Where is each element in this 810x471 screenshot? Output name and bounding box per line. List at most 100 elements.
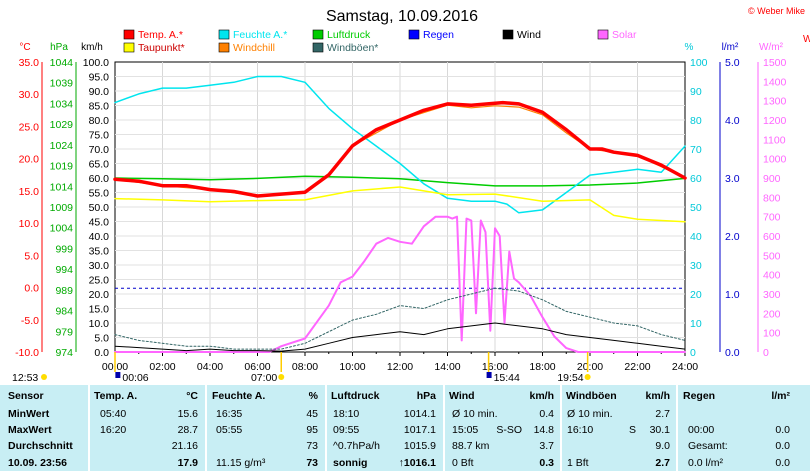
header-rain: Regen (683, 390, 716, 402)
rain-value: 0.0 (775, 424, 790, 436)
x-tick-label: 24:00 (672, 361, 698, 373)
header-gust-unit: km/h (645, 390, 670, 402)
sunrise-icon (278, 374, 285, 380)
wind-tick-label: 10.0 (89, 318, 110, 330)
column-separator (560, 385, 562, 471)
solar-tick-label: 900 (763, 173, 781, 185)
x-tick-label: 14:00 (434, 361, 460, 373)
solar-tick-label: 1200 (763, 115, 787, 127)
gust-time: 16:10 (567, 424, 594, 436)
humidity-value: 95 (306, 424, 318, 436)
rain-time: 00:00 (688, 424, 715, 436)
solar-tick-label: 100 (763, 328, 781, 340)
wind-tick-label: 20.0 (89, 289, 110, 301)
temp-tick-label: 0.0 (24, 283, 39, 295)
header-temp-unit: °C (186, 390, 198, 402)
legend-label: Regen (423, 29, 454, 41)
min-marker-icon (115, 372, 121, 378)
gust-value: 30.1 (649, 424, 670, 436)
rain-tick-label: 5.0 (725, 57, 740, 69)
humidity-tick-label: 40 (690, 231, 702, 243)
chart-axes: °ChPakm/h%l/m²W/m²00:0002:0004:0006:0008… (15, 42, 786, 373)
solar-tick-label: 1300 (763, 96, 787, 108)
x-tick-label: 20:00 (577, 361, 603, 373)
rain-time: 0.0 l/m² (688, 457, 724, 469)
wind-tick-label: 65.0 (89, 159, 110, 171)
temp-tick-label: 10.0 (19, 218, 40, 230)
wind-tick-label: 70.0 (89, 144, 110, 156)
temp-tick-label: -10.0 (15, 347, 39, 359)
humidity-tick-label: 70 (690, 144, 702, 156)
header-humidity-unit: % (308, 390, 318, 402)
pressure-value: 1017.1 (403, 424, 436, 436)
wind-time: 0 Bft (452, 457, 474, 469)
wind-tick-label: 30.0 (89, 260, 110, 272)
pressure-tick-label: 1014 (50, 181, 74, 193)
pressure-tick-label: 1019 (50, 161, 74, 173)
legend-label: Temp. A.* (138, 29, 183, 41)
solar-tick-label: 200 (763, 308, 781, 320)
x-tick-label: 12:00 (387, 361, 413, 373)
temp-time: 05:40 (100, 408, 127, 420)
column-separator (205, 385, 207, 471)
pressure-time: 09:55 (333, 424, 360, 436)
legend-swatch (123, 29, 135, 40)
sunset-icon (584, 374, 591, 380)
wind-time: 88.7 km (452, 440, 490, 452)
rain-tick-label: 4.0 (725, 115, 740, 127)
header-wind: Wind (449, 390, 475, 402)
series-wind (114, 322, 686, 352)
header-temp: Temp. A. (94, 390, 138, 402)
legend-swatch (312, 42, 324, 53)
header-rain-unit: l/m² (771, 390, 790, 402)
series-windb-en (114, 287, 686, 350)
legend-swatch (123, 42, 135, 53)
humidity-tick-label: 90 (690, 86, 702, 98)
humidity-axis-unit: % (685, 42, 694, 53)
wind-tick-label: 80.0 (89, 115, 110, 127)
wind-tick-label: 45.0 (89, 217, 110, 229)
copyright-text: © Weber Mike (748, 6, 805, 16)
humidity-tick-label: 0 (690, 347, 696, 359)
series-taupunkt (114, 186, 686, 223)
column-separator (88, 385, 90, 471)
wind-tick-label: 100.0 (83, 57, 109, 69)
solar-tick-label: 500 (763, 250, 781, 262)
chart-series (113, 75, 687, 353)
header-humidity: Feuchte A. (212, 390, 266, 402)
series-solar (114, 215, 686, 353)
sun-icon (41, 374, 47, 380)
rain-tick-label: 2.0 (725, 231, 740, 243)
row-label: MinWert (8, 408, 50, 420)
rain-tick-label: 3.0 (725, 173, 740, 185)
wind-tick-label: 15.0 (89, 304, 110, 316)
gust-time: Ø 10 min. (567, 408, 613, 420)
temp-tick-label: 35.0 (19, 57, 40, 69)
pressure-tick-label: 1039 (50, 78, 74, 90)
legend-label: Feuchte A.* (233, 29, 287, 41)
legend-label: Wind (517, 29, 541, 41)
temp-axis-unit: °C (19, 42, 30, 53)
pressure-value: 1015.9 (403, 440, 436, 452)
time-markers: 12:53 00:06 07:00 15:44 19:54 (12, 352, 591, 384)
gust-value: 9.0 (655, 440, 670, 452)
legend-label: Solar (612, 29, 637, 41)
wind-value: 0.3 (539, 457, 554, 469)
wind-tick-label: 55.0 (89, 188, 110, 200)
series-temp-a (113, 100, 687, 198)
temp-value: 28.7 (177, 424, 198, 436)
header-pressure: Luftdruck (331, 390, 380, 402)
rain-axis-unit: l/m² (722, 42, 739, 53)
rain-tick-label: 0.0 (725, 347, 740, 359)
humidity-time: 11.15 g/m³ (216, 457, 266, 469)
pressure-value: 1014.1 (403, 408, 436, 420)
header-sensor: Sensor (8, 390, 44, 402)
pressure-tick-label: 1044 (50, 57, 74, 69)
humidity-value: 45 (306, 408, 318, 420)
solar-tick-label: 300 (763, 289, 781, 301)
legend-label: Luftdruck (327, 29, 371, 41)
temp-tick-label: 30.0 (19, 89, 40, 101)
humidity-value: 73 (306, 457, 318, 469)
temp-value: 21.16 (171, 440, 198, 452)
